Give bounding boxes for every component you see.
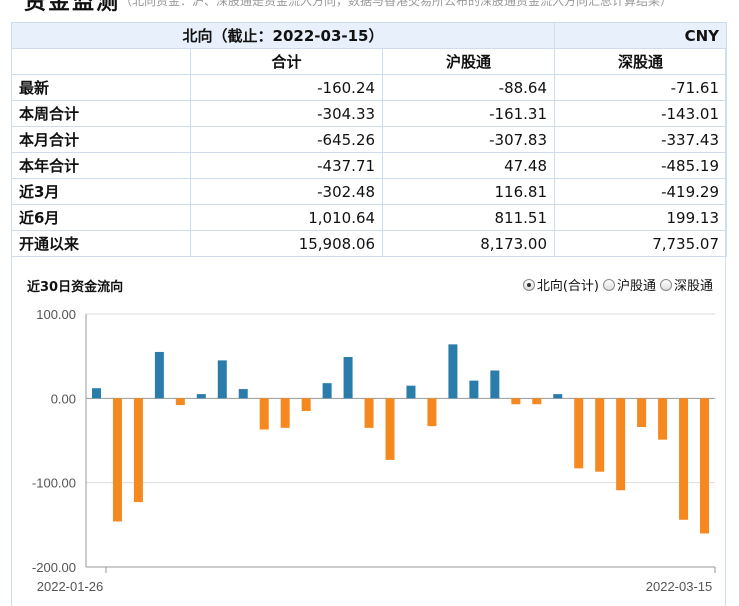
- bar[interactable]: [238, 389, 248, 399]
- bar[interactable]: [700, 398, 710, 534]
- cell-shanghai: 116.81: [382, 178, 556, 205]
- bar[interactable]: [364, 398, 374, 428]
- bar[interactable]: [175, 398, 185, 406]
- bar[interactable]: [574, 398, 584, 469]
- y-tick-label: -100.00: [32, 476, 76, 491]
- bar[interactable]: [658, 398, 668, 440]
- row-label: 本月合计: [11, 126, 191, 153]
- radio-northbound-total[interactable]: 北向(合计): [522, 275, 599, 294]
- chart-ticks: 100.00 0.00 -100.00 -200.00 2022-01-26 2022-0…: [32, 307, 716, 594]
- table-caption-row: 北向（截止：2022-03-15） CNY: [10, 22, 727, 49]
- bar[interactable]: [280, 398, 290, 428]
- radio-label: 北向(合计): [536, 279, 599, 294]
- table-row: 近3月 -302.48 116.81 -419.29: [11, 178, 727, 205]
- page-note: （北向资金：沪、深股通是资金流入方向，数据与香港交易所公布的深股通资金流入方向汇…: [120, 0, 673, 8]
- cell-shenzhen: 199.13: [554, 204, 727, 231]
- cell-total: -160.24: [189, 74, 384, 101]
- table-caption: 北向（截止：2022-03-15）: [10, 22, 556, 49]
- y-tick-label: -200.00: [32, 560, 76, 575]
- bar[interactable]: [406, 385, 416, 399]
- radio-unchecked-icon[interactable]: [602, 278, 615, 291]
- radio-unchecked-icon[interactable]: [659, 278, 672, 291]
- bar[interactable]: [259, 398, 269, 430]
- cell-shenzhen: -419.29: [554, 178, 727, 205]
- bar[interactable]: [154, 351, 164, 399]
- row-label: 本年合计: [11, 152, 191, 179]
- bar[interactable]: [322, 383, 332, 399]
- bar[interactable]: [469, 380, 479, 399]
- bar[interactable]: [448, 344, 458, 399]
- bar[interactable]: [553, 394, 563, 399]
- cell-total: -302.48: [189, 178, 384, 205]
- table-row: 最新 -160.24 -88.64 -71.61: [11, 74, 727, 101]
- radio-checked-icon[interactable]: [522, 278, 535, 291]
- cell-total: -645.26: [189, 126, 384, 153]
- flow-direction-selector: 北向(合计) 沪股通 深股通: [522, 275, 713, 294]
- northbound-flow-table: 北向（截止：2022-03-15） CNY 合计 沪股通 深股通 最新 -160…: [10, 22, 727, 257]
- x-end-label: 2022-03-15: [646, 579, 713, 594]
- bar[interactable]: [91, 388, 101, 399]
- cell-shenzhen: -71.61: [554, 74, 727, 101]
- row-label: 近3月: [11, 178, 191, 205]
- bar[interactable]: [532, 398, 542, 405]
- bar[interactable]: [343, 357, 353, 399]
- bar[interactable]: [595, 398, 605, 472]
- bar[interactable]: [196, 394, 206, 399]
- chart-title: 近30日资金流向: [27, 280, 124, 295]
- bar[interactable]: [637, 398, 647, 428]
- page-header: 资金监测 （北向资金：沪、深股通是资金流入方向，数据与香港交易所公布的深股通资金…: [0, 0, 739, 20]
- table-row: 开通以来 15,908.06 8,173.00 7,735.07: [11, 230, 727, 257]
- row-label: 开通以来: [11, 230, 191, 257]
- bar[interactable]: [511, 398, 521, 405]
- cell-shenzhen: -485.19: [554, 152, 727, 179]
- cell-shanghai: 47.48: [382, 152, 556, 179]
- chart-bars: [91, 344, 710, 534]
- radio-label: 沪股通: [616, 279, 656, 294]
- y-tick-label: 100.00: [36, 307, 76, 322]
- cell-total: 1,010.64: [189, 204, 384, 231]
- cell-shanghai: 8,173.00: [382, 230, 556, 257]
- table-row: 本周合计 -304.33 -161.31 -143.01: [11, 100, 727, 127]
- column-header-total: 合计: [189, 48, 384, 75]
- cell-shanghai: -307.83: [382, 126, 556, 153]
- bar[interactable]: [679, 398, 689, 520]
- radio-shanghai-connect[interactable]: 沪股通: [602, 275, 656, 294]
- row-label: 本周合计: [11, 100, 191, 127]
- currency-label: CNY: [554, 22, 727, 49]
- bar[interactable]: [616, 398, 626, 491]
- bar[interactable]: [217, 360, 227, 399]
- page-title: 资金监测: [24, 0, 121, 15]
- row-label: 最新: [11, 74, 191, 101]
- radio-shenzhen-connect[interactable]: 深股通: [659, 275, 713, 294]
- cell-shanghai: -161.31: [382, 100, 556, 127]
- table-header-row: 合计 沪股通 深股通: [11, 48, 727, 75]
- cell-total: -437.71: [189, 152, 384, 179]
- chart-gridlines: [85, 313, 715, 568]
- column-header-shanghai: 沪股通: [382, 48, 556, 75]
- column-header-shenzhen: 深股通: [554, 48, 727, 75]
- cell-total: -304.33: [189, 100, 384, 127]
- cell-shenzhen: -143.01: [554, 100, 727, 127]
- table-row: 本月合计 -645.26 -307.83 -337.43: [11, 126, 727, 153]
- header-blank: [11, 48, 191, 75]
- cell-total: 15,908.06: [189, 230, 384, 257]
- bar[interactable]: [490, 370, 500, 399]
- radio-label: 深股通: [673, 279, 713, 294]
- cell-shanghai: 811.51: [382, 204, 556, 231]
- bar[interactable]: [301, 398, 311, 411]
- table-row: 近6月 1,010.64 811.51 199.13: [11, 204, 727, 231]
- bar[interactable]: [385, 398, 395, 460]
- cell-shanghai: -88.64: [382, 74, 556, 101]
- y-tick-label: 0.00: [51, 391, 76, 406]
- bar[interactable]: [133, 398, 143, 503]
- flow-bar-chart: 100.00 0.00 -100.00 -200.00 2022-01-26 2022-0…: [32, 307, 716, 594]
- table-row: 本年合计 -437.71 47.48 -485.19: [11, 152, 727, 179]
- bar[interactable]: [427, 398, 437, 427]
- cell-shenzhen: 7,735.07: [554, 230, 727, 257]
- x-start-label: 2022-01-26: [37, 579, 104, 594]
- cell-shenzhen: -337.43: [554, 126, 727, 153]
- row-label: 近6月: [11, 204, 191, 231]
- bar[interactable]: [112, 398, 122, 522]
